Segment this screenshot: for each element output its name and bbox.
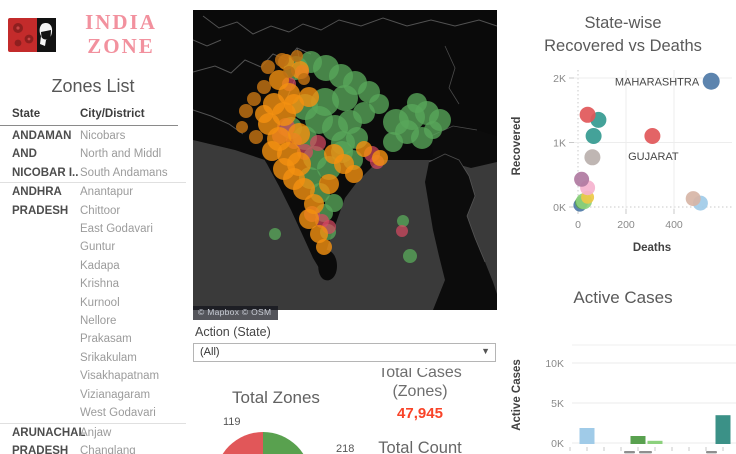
zones-list-panel: INDIA ZONE Zones List State City/Distric…: [0, 0, 193, 454]
scatter-point[interactable]: [585, 128, 602, 144]
dropdown-caret-icon[interactable]: ▼: [481, 346, 490, 356]
pie-slice-green[interactable]: [263, 432, 311, 454]
scatter-point-gujarat[interactable]: [644, 128, 661, 144]
column-header-state: State: [12, 108, 41, 120]
total-cases-value: 47,945: [397, 405, 443, 422]
pie-green-slice-label: 218: [336, 443, 355, 454]
city-cell[interactable]: Kadapa: [80, 259, 120, 272]
zones-table-group[interactable]: ARUNACHAL PRADESH Anjaw Changlang: [0, 422, 186, 454]
city-cell[interactable]: Changlang: [80, 444, 136, 454]
map-canvas: [192, 10, 498, 310]
dark-orange-zone-dots: [236, 50, 310, 144]
city-cell[interactable]: West Godavari: [80, 407, 156, 420]
state-cell[interactable]: ANDHRA PRADESH: [12, 186, 69, 217]
svg-text:200: 200: [617, 219, 635, 231]
state-cell[interactable]: ANDAMAN AND NICOBAR I..: [12, 130, 79, 179]
scatter-point[interactable]: [579, 106, 596, 123]
svg-text:5K: 5K: [551, 398, 564, 410]
active-cases-bar[interactable]: [630, 436, 646, 444]
city-cell[interactable]: Visakhapatnam: [80, 370, 160, 383]
state-filter-dropdown[interactable]: (All): [193, 343, 496, 362]
india-zones-map[interactable]: © Mapbox © OSM: [192, 10, 498, 320]
map-panel: © Mapbox © OSM Action (State) (All) ▼ To…: [192, 0, 498, 454]
scatter-point[interactable]: [685, 191, 701, 207]
scatter-point-maharashtra[interactable]: [702, 72, 720, 90]
charts-panel: State-wise Recovered vs Deaths 0K 1K 2K 0 20…: [510, 0, 736, 454]
zones-table-header: State City/District: [0, 108, 178, 126]
city-cell[interactable]: Guntur: [80, 241, 116, 254]
city-cell[interactable]: Prakasam: [80, 333, 132, 346]
active-cases-bar-chart[interactable]: 10K 5K 0K Active Cases: [510, 315, 736, 454]
scatter-point[interactable]: [584, 149, 601, 166]
action-filter-label: Action (State): [195, 325, 271, 339]
svg-text:GUJARAT: GUJARAT: [628, 151, 679, 163]
active-cases-title: Active Cases: [573, 288, 673, 307]
city-cell[interactable]: Srikakulam: [80, 351, 137, 364]
svg-text:0K: 0K: [551, 438, 564, 450]
city-cell[interactable]: Anjaw: [80, 426, 112, 439]
svg-text:MAHARASHTRA: MAHARASHTRA: [615, 77, 700, 89]
svg-text:2K: 2K: [553, 73, 566, 85]
city-cell[interactable]: North and Middl: [80, 148, 162, 161]
orange-zone-dots: [255, 54, 388, 255]
svg-text:0: 0: [575, 219, 581, 231]
state-filter-value: (All): [200, 346, 220, 358]
pie-red-slice-label: 119: [223, 416, 241, 428]
svg-text:10K: 10K: [545, 358, 564, 370]
city-cells[interactable]: Anantapur Chittoor East Godavari Guntur Kada…: [80, 183, 186, 422]
city-cells[interactable]: Anjaw Changlang: [80, 424, 186, 454]
svg-text:Deaths: Deaths: [633, 242, 671, 254]
svg-text:Active Cases: Active Cases: [511, 359, 523, 431]
pie-slice-red[interactable]: [215, 432, 263, 454]
svg-text:1K: 1K: [553, 138, 566, 150]
city-cell[interactable]: Krishna: [80, 278, 119, 291]
zones-table-group[interactable]: ANDHRA PRADESH Anantapur Chittoor East Goda…: [0, 182, 186, 422]
total-zones-pie-chart[interactable]: [215, 430, 311, 454]
svg-text:Recovered: Recovered: [511, 117, 523, 176]
state-cell[interactable]: ARUNACHAL PRADESH: [12, 426, 86, 454]
city-cell[interactable]: Chittoor: [80, 204, 121, 217]
city-cell[interactable]: Anantapur: [80, 186, 134, 199]
total-zones-title: Total Zones: [232, 388, 320, 407]
city-cell[interactable]: Nellore: [80, 315, 117, 328]
scatter-chart-title: State-wise Recovered vs Deaths: [544, 14, 702, 55]
svg-text:400: 400: [665, 219, 683, 231]
city-cell[interactable]: Nicobars: [80, 130, 126, 142]
zones-table-body: ANDAMAN AND NICOBAR I.. Nicobars North and…: [0, 127, 186, 454]
brand-title: INDIA ZONE: [85, 10, 157, 58]
city-cell[interactable]: Vizianagaram: [80, 388, 151, 401]
city-cells[interactable]: Nicobars North and Middl South Andamans: [80, 127, 186, 182]
brand-logo-icon: [8, 18, 56, 52]
total-cases-title: Total Cases (Zones): [378, 368, 462, 400]
city-cell[interactable]: South Andamans: [80, 166, 168, 179]
city-cell[interactable]: East Godavari: [80, 223, 153, 236]
scatter-point[interactable]: [574, 171, 590, 187]
active-cases-bar[interactable]: [647, 440, 663, 444]
recovered-vs-deaths-scatter[interactable]: 0K 1K 2K 0 200 400 Deaths Recovered MAHARASHTRA G…: [510, 62, 736, 270]
active-cases-bar[interactable]: [579, 428, 595, 444]
zones-list-title: Zones List: [51, 76, 135, 96]
zones-table-group[interactable]: ANDAMAN AND NICOBAR I.. Nicobars North and…: [0, 127, 186, 182]
active-cases-bar[interactable]: [715, 415, 731, 444]
total-count-title: Total Count: [378, 439, 462, 454]
column-header-city: City/District: [80, 108, 145, 120]
city-cell[interactable]: Kurnool: [80, 296, 120, 309]
svg-text:0K: 0K: [553, 202, 566, 214]
map-attribution[interactable]: © Mapbox © OSM: [193, 306, 279, 320]
